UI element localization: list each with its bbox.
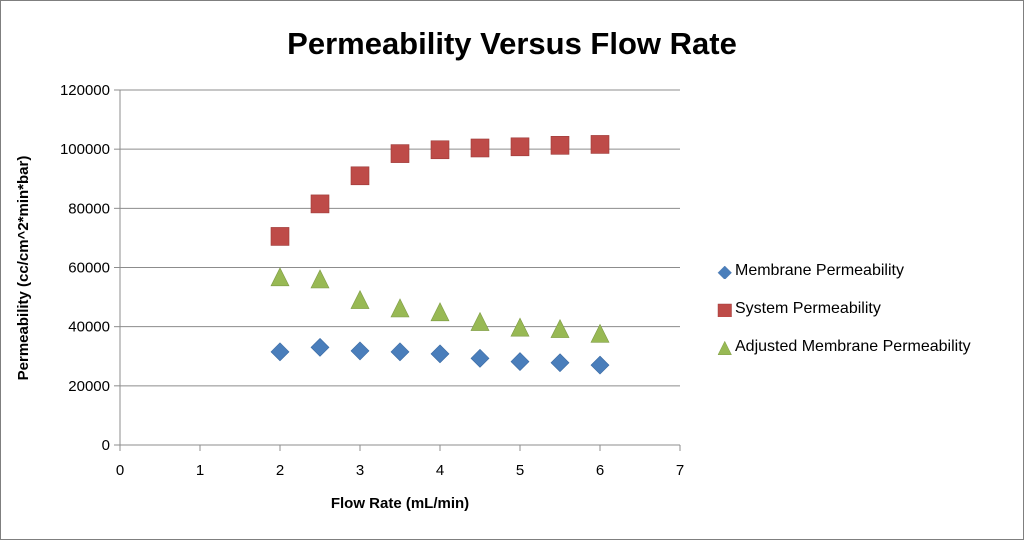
legend-marker-triangle — [717, 340, 732, 355]
legend-marker-shape — [717, 265, 732, 279]
data-point-series-3 — [510, 317, 530, 337]
data-point-series-2 — [470, 138, 490, 158]
legend: Membrane Permeability System Permeability… — [715, 252, 971, 366]
x-tick-label: 1 — [196, 462, 204, 479]
data-point-series-1 — [550, 353, 570, 373]
chart-title: Permeability Versus Flow Rate — [287, 26, 737, 61]
y-tick-label: 80000 — [68, 200, 110, 217]
data-points — [270, 135, 610, 375]
data-point-series-1 — [470, 348, 490, 368]
y-axis-ticks: 0 20000 40000 60000 80000 100000 120000 — [60, 82, 120, 454]
data-point-series-3 — [550, 318, 570, 338]
data-point-series-1 — [350, 341, 370, 361]
legend-marker-shape — [717, 303, 732, 317]
y-tick-label: 20000 — [68, 378, 110, 395]
data-point-series-1 — [590, 355, 610, 375]
data-point-series-3 — [350, 289, 370, 309]
x-axis-title: Flow Rate (mL/min) — [331, 495, 469, 512]
data-point-series-3 — [270, 267, 290, 287]
data-point-series-1 — [430, 344, 450, 364]
legend-label: Adjusted Membrane Permeability — [735, 338, 971, 355]
legend-marker-shape — [717, 340, 732, 355]
data-point-series-2 — [590, 135, 610, 154]
data-point-series-1 — [310, 337, 330, 357]
data-point-series-3 — [590, 323, 610, 343]
data-point-series-2 — [390, 144, 410, 163]
legend-label: Membrane Permeability — [735, 262, 904, 279]
x-tick-label: 4 — [436, 462, 444, 479]
data-point-series-3 — [310, 269, 330, 289]
x-tick-label: 7 — [676, 462, 684, 479]
x-tick-label: 2 — [276, 462, 284, 479]
data-point-series-1 — [390, 342, 410, 362]
x-tick-label: 6 — [596, 462, 604, 479]
legend-label: System Permeability — [735, 300, 881, 317]
y-tick-label: 60000 — [68, 260, 110, 277]
legend-marker-diamond — [717, 265, 732, 279]
x-tick-label: 5 — [516, 462, 524, 479]
legend-item: Adjusted Membrane Permeability — [715, 328, 971, 366]
legend-marker-square — [717, 303, 732, 317]
y-tick-label: 40000 — [68, 319, 110, 336]
data-point-series-2 — [350, 166, 370, 186]
data-point-series-2 — [510, 137, 530, 157]
y-tick-label: 0 — [102, 437, 110, 454]
data-point-series-3 — [390, 298, 410, 318]
y-tick-label: 100000 — [60, 141, 110, 158]
y-tick-label: 120000 — [60, 82, 110, 99]
data-point-series-1 — [510, 352, 530, 371]
y-axis-title: Permeability (cc/cm^2*min*bar) — [15, 156, 32, 381]
data-point-series-2 — [430, 140, 450, 160]
data-point-series-3 — [470, 311, 490, 331]
data-point-series-2 — [270, 227, 290, 246]
x-tick-label: 0 — [116, 462, 124, 479]
legend-item: Membrane Permeability — [715, 252, 971, 290]
data-point-series-2 — [310, 194, 330, 214]
data-point-series-1 — [270, 342, 290, 362]
legend-item: System Permeability — [715, 290, 971, 328]
data-point-series-3 — [430, 302, 450, 322]
x-axis-ticks: 0 1 2 3 4 5 6 7 — [116, 445, 684, 479]
data-point-series-2 — [550, 136, 570, 155]
x-tick-label: 3 — [356, 462, 364, 479]
